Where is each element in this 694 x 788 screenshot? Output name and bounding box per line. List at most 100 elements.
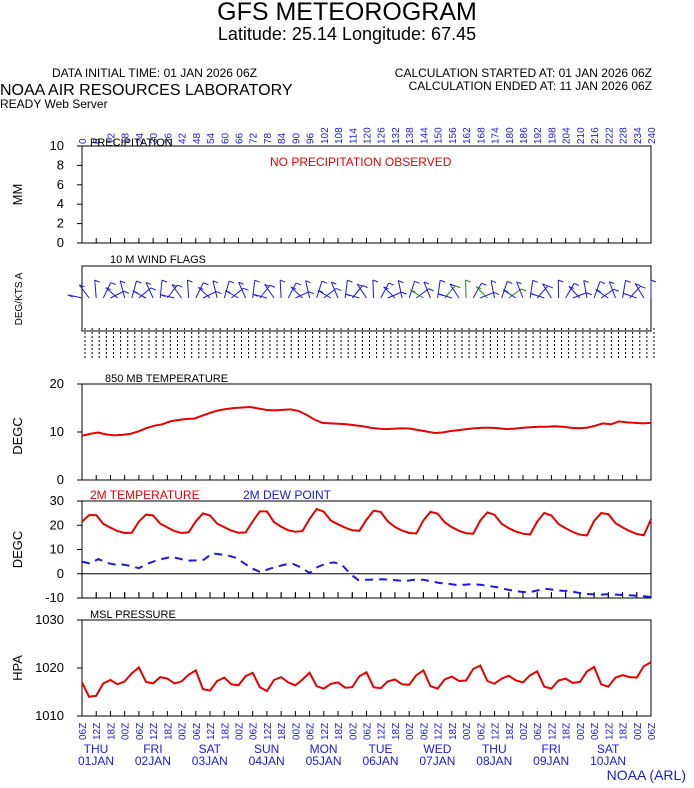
pressure-panel xyxy=(81,619,652,717)
wind-barb xyxy=(145,282,154,299)
time-label: 06Z xyxy=(533,723,544,740)
wind-barb-flag xyxy=(94,279,100,283)
wind-barb-flag xyxy=(243,287,249,291)
wind-barb xyxy=(171,284,182,299)
wind-barb-flag xyxy=(558,279,564,283)
wind-barb xyxy=(383,286,396,299)
hour-label: 108 xyxy=(334,127,345,144)
hour-label: 192 xyxy=(533,127,544,144)
y-tick-label: 0 xyxy=(57,235,64,250)
time-label: 18Z xyxy=(106,723,117,740)
wind-barb-flag xyxy=(502,289,509,293)
day-label: SAT xyxy=(597,742,620,756)
wind-barb-flag xyxy=(347,279,353,283)
wind-barb xyxy=(608,281,616,299)
no-precip-annotation: NO PRECIPITATION OBSERVED xyxy=(270,155,452,169)
wind-barb xyxy=(212,280,218,299)
pressure-title: MSL PRESSURE xyxy=(90,609,176,621)
time-label: 12Z xyxy=(604,723,615,740)
wind-barb-flag xyxy=(331,281,337,285)
time-label: 00Z xyxy=(405,723,416,740)
wind-barb-flag xyxy=(414,280,420,284)
hour-label: 30 xyxy=(149,132,160,144)
hour-label: 132 xyxy=(391,127,402,144)
wind-barb-flag xyxy=(67,294,74,298)
wind-barb xyxy=(330,281,339,299)
wind-barb xyxy=(264,284,275,299)
wind-barb-flag xyxy=(295,282,302,286)
wind-barb xyxy=(238,282,247,299)
wind-barb-flag xyxy=(372,279,379,283)
location-subtitle: Latitude: 25.14 Longitude: 67.45 xyxy=(217,24,477,44)
wind-barb-flag xyxy=(410,289,416,293)
wind-barb xyxy=(295,291,310,299)
time-label: 18Z xyxy=(619,723,630,740)
date-label: 01JAN xyxy=(78,754,114,768)
day-label: FRI xyxy=(542,742,561,756)
wind-barb xyxy=(290,286,303,299)
wind-barb xyxy=(94,280,97,299)
time-label: 12Z xyxy=(320,723,331,740)
hour-label: 180 xyxy=(505,127,516,144)
wind-barb-flag xyxy=(516,281,522,285)
wind-barb xyxy=(387,291,402,299)
time-label: 18Z xyxy=(505,723,516,740)
y-axis-label: DEG/KTS A xyxy=(14,272,25,325)
wind-barb xyxy=(501,281,508,299)
time-label: 00Z xyxy=(234,723,245,740)
y-tick-label: -10 xyxy=(45,590,64,605)
wind-barb xyxy=(565,283,575,299)
hour-label: 120 xyxy=(363,127,374,144)
hour-label: 150 xyxy=(434,127,445,144)
wind-barb xyxy=(198,287,211,299)
wind-barb xyxy=(408,281,416,299)
time-label: 18Z xyxy=(163,723,174,740)
time-label: 00Z xyxy=(462,723,473,740)
wind-barb-flag xyxy=(439,279,446,283)
wind-barb-flag xyxy=(401,291,407,295)
hour-label: 78 xyxy=(263,132,274,144)
day-label: THU xyxy=(482,742,507,756)
wind-barb-flag xyxy=(465,279,471,283)
y-tick-label: 8 xyxy=(57,157,64,172)
wind-barb-flag xyxy=(136,280,142,284)
time-label: 00Z xyxy=(121,723,132,740)
hour-label: 48 xyxy=(192,132,203,144)
wind-barb xyxy=(480,291,495,299)
wind-barb-flag xyxy=(317,289,324,293)
wind-barb xyxy=(119,280,126,299)
hour-label: 156 xyxy=(448,127,459,144)
wind-barb xyxy=(516,281,524,299)
date-label: 04JAN xyxy=(249,754,285,768)
hour-label: 102 xyxy=(320,127,331,144)
wind-barb-flag xyxy=(493,291,500,295)
wind-barb-flag xyxy=(145,281,152,285)
wind-barb xyxy=(344,280,348,299)
time-label: 00Z xyxy=(633,723,644,740)
wind-barb xyxy=(475,286,488,299)
y-tick-label: 1020 xyxy=(35,660,64,675)
wind-barb-flag xyxy=(150,287,157,291)
date-label: 06JAN xyxy=(362,754,398,768)
wind-barb-flag xyxy=(635,283,641,287)
y-tick-label: 30 xyxy=(50,493,64,508)
wind-barb xyxy=(449,283,460,299)
wind-barb xyxy=(472,283,482,299)
wind-barb-flag xyxy=(613,288,619,292)
wind-barb-flag xyxy=(79,284,85,288)
date-label: 05JAN xyxy=(306,754,342,768)
time-label: 12Z xyxy=(491,723,502,740)
hour-label: 6 xyxy=(92,138,103,144)
wind-barb-flag xyxy=(252,293,259,297)
wind-barb-flag xyxy=(203,282,209,286)
hour-label: 18 xyxy=(121,132,132,144)
temp2m-panel xyxy=(81,500,652,599)
y-axis-label: MM xyxy=(10,184,25,206)
lab-name: NOAA AIR RESOURCES LABORATORY xyxy=(0,82,293,99)
wind-barb xyxy=(529,280,534,299)
precipitation-title: PRECIPITATION xyxy=(90,137,173,149)
hour-label: 234 xyxy=(633,127,644,144)
time-label: 06Z xyxy=(306,723,317,740)
wind-barb xyxy=(415,288,429,299)
